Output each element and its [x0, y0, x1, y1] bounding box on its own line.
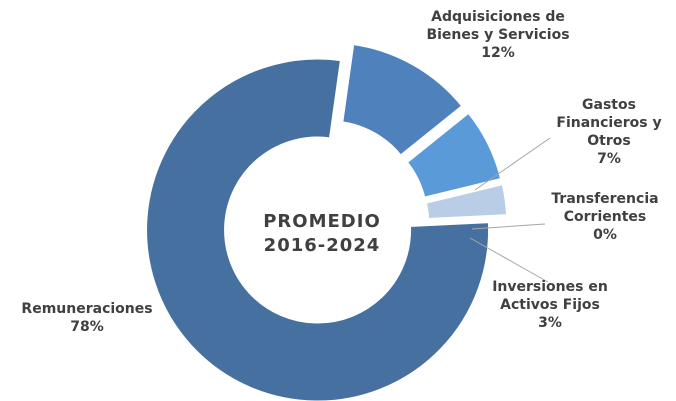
value-label: 7% [597, 151, 621, 167]
value-label: 12% [481, 45, 515, 61]
value-label: 0% [593, 227, 617, 243]
donut-slice [423, 181, 510, 222]
leader-lines [469, 137, 551, 283]
leader-line [469, 237, 549, 283]
slice-label: Gastos Financieros y Otros 7% [549, 96, 669, 168]
slice-label: Adquisiciones de Bienes y Servicios 12% [423, 8, 573, 62]
donut-slice [404, 109, 504, 200]
slice-label: Transferencia Corrientes 0% [545, 190, 665, 244]
donut-slice [144, 56, 492, 401]
category-label: Gastos Financieros y Otros [556, 97, 662, 149]
center-line: 2016-2024 [263, 235, 381, 256]
slice-label: Remuneraciones 78% [7, 300, 167, 336]
category-label: Remuneraciones [21, 301, 153, 317]
category-label: Adquisiciones de Bienes y Servicios [426, 9, 570, 43]
category-label: Transferencia Corrientes [551, 191, 659, 225]
center-line: PROMEDIO [263, 211, 381, 232]
value-label: 78% [70, 319, 104, 335]
leader-line [471, 223, 546, 230]
donut-slice [340, 41, 466, 159]
center-label: PROMEDIO 2016-2024 [263, 210, 381, 258]
slice-label: Inversiones en Activos Fijos 3% [480, 278, 620, 332]
leader-line [474, 137, 551, 191]
donut-slice [424, 180, 504, 203]
value-label: 3% [538, 315, 562, 331]
category-label: Inversiones en Activos Fijos [492, 279, 608, 313]
